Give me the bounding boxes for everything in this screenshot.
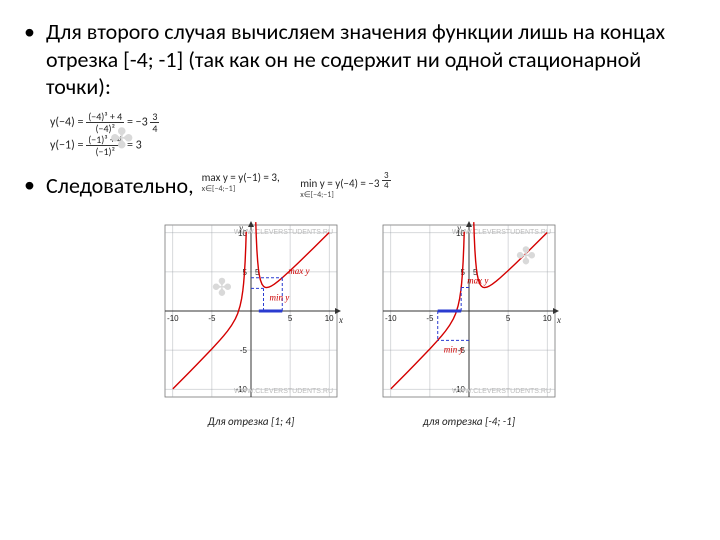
eq2-num: (−1)³ + 4: [86, 134, 124, 146]
svg-text:-5: -5: [240, 346, 248, 355]
svg-text:x: x: [338, 315, 343, 325]
svg-text:min y: min y: [270, 292, 290, 302]
eq1-frac-tail: 3 4: [150, 111, 159, 134]
bullet-2-text: Следовательно,: [46, 172, 194, 200]
svg-text:10: 10: [325, 314, 334, 323]
bullet-2: Следовательно, max y = y(−1) = 3, x∈[−4;…: [24, 171, 696, 201]
eq-line-1: y(−4) = (−4)³ + 4 (−4)² = −3 3 4: [50, 111, 696, 134]
svg-text:5: 5: [506, 314, 511, 323]
svg-text:✤: ✤: [212, 273, 232, 302]
eq2-lhs: y(−1) =: [50, 138, 83, 152]
svg-text:10: 10: [543, 314, 552, 323]
svg-text:WWW.CLEVERSTUDENTS.RU: WWW.CLEVERSTUDENTS.RU: [452, 229, 551, 236]
chart-2-svg: -10-10-5-5551010xy5WWW.CLEVERSTUDENTS.RU…: [369, 211, 569, 411]
min-frac-den: 4: [382, 181, 391, 191]
eq2-frac-main: (−1)³ + 4 (−1)²: [86, 134, 124, 157]
bullet-1: Для второго случая вычисляем значения фу…: [24, 18, 696, 101]
eq1-lhs: y(−4) =: [50, 115, 83, 129]
eq-line-2: y(−1) = (−1)³ + 4 (−1)² = 3: [50, 134, 696, 157]
slide-root: Для второго случая вычисляем значения фу…: [0, 0, 720, 540]
eq2-den: (−1)²: [86, 146, 124, 157]
svg-text:✤: ✤: [516, 242, 536, 271]
equation-block: ✤ y(−4) = (−4)³ + 4 (−4)² = −3 3 4 y(−1)…: [50, 111, 696, 157]
min-frac: 3 4: [382, 171, 391, 192]
svg-text:WWW.CLEVERSTUDENTS.RU: WWW.CLEVERSTUDENTS.RU: [234, 388, 333, 395]
max-expr: max y = y(−1) = 3,: [202, 171, 280, 184]
eq2-rhs: = 3: [127, 138, 142, 152]
max-sub: x∈[−4;−1]: [202, 184, 280, 194]
svg-text:x: x: [556, 315, 561, 325]
svg-text:max y: max y: [467, 275, 488, 285]
chart-2: -10-10-5-5551010xy5WWW.CLEVERSTUDENTS.RU…: [369, 211, 569, 428]
bullet-1-text: Для второго случая вычисляем значения фу…: [46, 18, 665, 100]
eq1-tail-den: 4: [150, 123, 159, 134]
svg-text:WWW.CLEVERSTUDENTS.RU: WWW.CLEVERSTUDENTS.RU: [452, 388, 551, 395]
eq1-num: (−4)³ + 4: [86, 111, 124, 123]
svg-text:max y: max y: [288, 265, 309, 275]
chart-1: -10-10-5-5551010xy5WWW.CLEVERSTUDENTS.RU…: [151, 211, 351, 428]
minmax-expression: max y = y(−1) = 3, x∈[−4;−1] min y = y(−…: [202, 171, 409, 201]
eq1-rhs-a: = −3: [127, 115, 148, 129]
svg-text:-5: -5: [426, 314, 434, 323]
svg-text:min y: min y: [444, 344, 464, 354]
min-sub: x∈[−4;−1]: [300, 190, 390, 200]
svg-text:-10: -10: [167, 314, 179, 323]
chart-1-svg: -10-10-5-5551010xy5WWW.CLEVERSTUDENTS.RU…: [151, 211, 351, 411]
charts-row: -10-10-5-5551010xy5WWW.CLEVERSTUDENTS.RU…: [24, 211, 696, 428]
min-expr: min y = y(−4) = −3: [300, 176, 379, 189]
eq1-den: (−4)²: [86, 123, 124, 134]
svg-text:-10: -10: [385, 314, 397, 323]
chart-2-caption: для отрезка [-4; -1]: [369, 415, 569, 428]
svg-text:-5: -5: [208, 314, 216, 323]
eq1-frac-main: (−4)³ + 4 (−4)²: [86, 111, 124, 134]
svg-text:5: 5: [288, 314, 293, 323]
eq1-tail-num: 3: [150, 111, 159, 123]
svg-text:WWW.CLEVERSTUDENTS.RU: WWW.CLEVERSTUDENTS.RU: [234, 229, 333, 236]
bullet-list: Для второго случая вычисляем значения фу…: [24, 18, 696, 101]
chart-1-caption: Для отрезка [1; 4]: [151, 415, 351, 428]
bullet-list-2: Следовательно, max y = y(−1) = 3, x∈[−4;…: [24, 171, 696, 201]
